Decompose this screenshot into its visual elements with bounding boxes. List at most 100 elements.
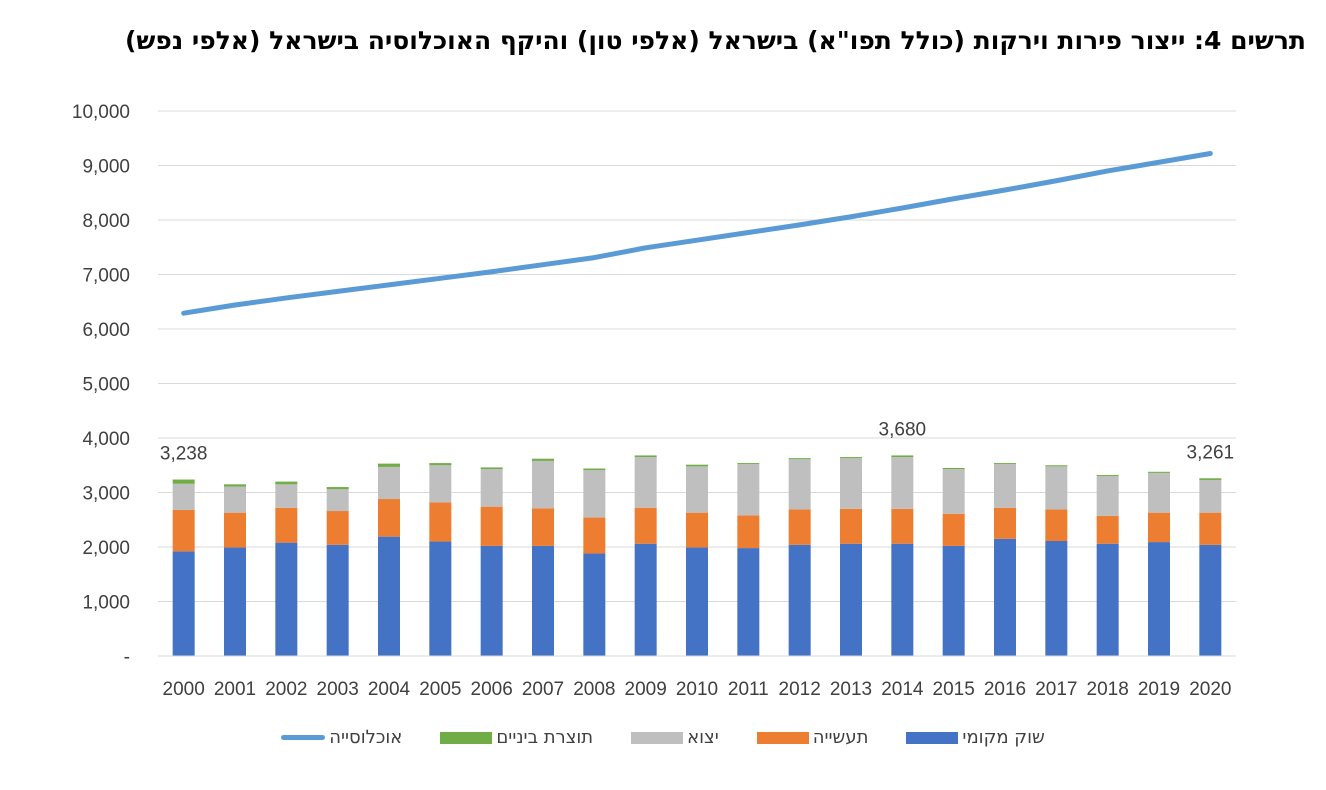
bar-2009-series-3 (634, 455, 657, 458)
bar-2013-series-1 (840, 508, 862, 544)
bar-2009-series-0 (634, 543, 657, 656)
chart-plot: - 1,000 2,000 3,000 4,000 5,000 6,000 7,000 8,00… (72, 102, 1236, 700)
bar-2006-series-3 (480, 467, 503, 470)
bar-2005-series-0 (429, 541, 452, 656)
data-label-2020: 3,261 (1187, 442, 1235, 463)
bar-2013-series-0 (840, 543, 862, 656)
x-tick-label: 2019 (1138, 679, 1180, 700)
legend-swatch (631, 731, 684, 744)
bar-2018-series-1 (1096, 515, 1119, 544)
bar-2009-series-2 (634, 457, 657, 508)
bar-2007-series-3 (532, 458, 554, 461)
bar-2020-series-3 (1199, 478, 1222, 480)
bar-2006-series-1 (480, 506, 503, 546)
bar-2017-series-1 (1045, 509, 1068, 542)
bar-2008-series-1 (583, 517, 606, 554)
x-tick-label: 2002 (265, 679, 307, 700)
x-tick-label: 2005 (419, 679, 461, 700)
bar-2011-series-3 (737, 463, 760, 465)
bar-2020-series-2 (1199, 479, 1222, 513)
bar-2019-series-2 (1148, 472, 1170, 513)
bar-2014-series-0 (891, 543, 914, 656)
bar-2019-series-0 (1148, 542, 1170, 656)
bar-2015-series-2 (942, 469, 965, 514)
legend-label: תוצרת ביניים (496, 727, 594, 748)
bar-2017-series-0 (1045, 541, 1068, 656)
legend-item: יצוא (631, 727, 719, 748)
bar-2013-series-2 (840, 458, 862, 509)
bar-2010-series-2 (686, 466, 708, 513)
x-tick-label: 2007 (522, 679, 564, 700)
legend-swatch (906, 731, 959, 744)
bar-2012-series-0 (788, 544, 811, 656)
y-tick-label: - (124, 647, 130, 668)
bar-2010-series-1 (686, 512, 708, 548)
x-tick-label: 2000 (163, 679, 205, 700)
y-tick-label: 6,000 (82, 320, 130, 341)
legend-item: אוכלוסייה (281, 727, 402, 748)
bar-2007-series-0 (532, 545, 554, 656)
legend-swatch (440, 731, 493, 744)
data-labels: 3,238 3,680 3,261 (160, 419, 1234, 464)
x-tick-label: 2004 (368, 679, 411, 700)
population-line-layer (181, 151, 1213, 316)
y-tick-label: 3,000 (82, 484, 130, 505)
chart-title: תרשים 4: ייצור פירות וירקות (כולל תפו"א)… (125, 26, 1306, 55)
bar-2007-series-2 (532, 460, 554, 509)
bar-2015-series-1 (942, 513, 965, 546)
bar-2000-series-3 (172, 479, 195, 484)
y-tick-label: 7,000 (82, 266, 130, 287)
y-tick-label: 2,000 (82, 538, 130, 559)
y-tick-label: 4,000 (82, 429, 130, 450)
x-tick-label: 2008 (573, 679, 615, 700)
x-tick-label: 2006 (471, 679, 513, 700)
bar-2012-series-1 (788, 509, 811, 545)
bar-2014-series-3 (891, 455, 914, 458)
bar-2004-series-1 (378, 499, 400, 537)
x-tick-label: 2020 (1189, 679, 1231, 700)
bar-2001-series-3 (224, 484, 246, 487)
bar-2010-series-3 (686, 464, 708, 467)
bar-2006-series-0 (480, 545, 503, 656)
x-tick-label: 2015 (933, 679, 975, 700)
bar-2005-series-1 (429, 502, 452, 542)
bar-2011-series-1 (737, 515, 760, 549)
legend-item: תוצרת ביניים (440, 727, 593, 748)
bar-2015-series-0 (942, 545, 965, 656)
bar-2002-series-1 (275, 507, 298, 543)
bar-2001-series-1 (224, 512, 246, 548)
x-tick-label: 2016 (984, 679, 1026, 700)
bar-2019-series-3 (1148, 471, 1170, 473)
x-tick-label: 2010 (676, 679, 718, 700)
population-line (181, 151, 1213, 316)
x-tick-label: 2012 (779, 679, 821, 700)
y-tick-label: 5,000 (82, 375, 130, 396)
legend-label: אוכלוסייה (329, 727, 403, 748)
bar-2018-series-0 (1096, 543, 1119, 656)
y-tick-label: 1,000 (82, 593, 130, 614)
bars (172, 455, 1222, 656)
bar-2013-series-3 (840, 457, 862, 459)
bar-2002-series-0 (275, 542, 298, 656)
x-tick-label: 2017 (1035, 679, 1077, 700)
bar-2001-series-0 (224, 547, 246, 656)
bar-2018-series-2 (1096, 476, 1119, 516)
bar-2011-series-0 (737, 548, 760, 656)
bar-2008-series-0 (583, 553, 606, 656)
x-tick-label: 2011 (728, 679, 769, 700)
bar-2005-series-2 (429, 465, 452, 503)
legend-label: יצוא (687, 727, 719, 748)
bar-2005-series-3 (429, 463, 452, 466)
bar-2002-series-3 (275, 481, 298, 485)
bar-2008-series-2 (583, 470, 606, 518)
bar-2004-series-3 (378, 463, 400, 467)
bar-2017-series-3 (1045, 465, 1068, 467)
x-tick-label: 2013 (830, 679, 872, 700)
bar-2003-series-2 (326, 489, 349, 512)
bar-2006-series-2 (480, 469, 503, 507)
bar-2002-series-2 (275, 484, 298, 508)
y-tick-label: 9,000 (82, 157, 130, 178)
bar-2003-series-1 (326, 511, 349, 545)
legend-label: שוק מקומי (962, 727, 1045, 748)
bar-2016-series-2 (994, 464, 1016, 508)
